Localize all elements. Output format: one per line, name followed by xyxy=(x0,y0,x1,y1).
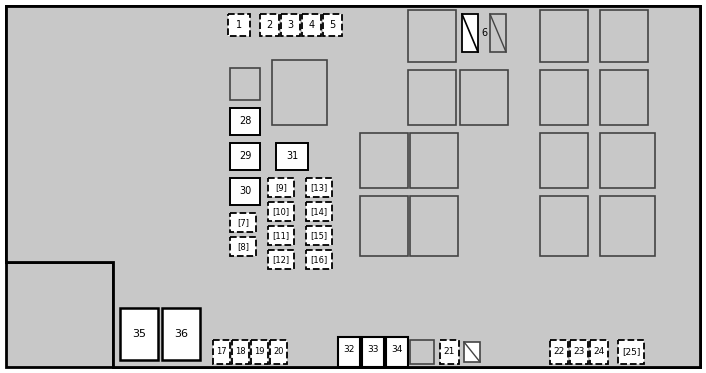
Text: 34: 34 xyxy=(391,345,402,354)
Bar xyxy=(618,340,644,364)
Bar xyxy=(281,14,300,36)
Text: 18: 18 xyxy=(235,348,246,357)
Text: 22: 22 xyxy=(554,348,565,357)
Text: 36: 36 xyxy=(174,329,188,339)
Bar xyxy=(276,143,308,170)
Text: [8]: [8] xyxy=(237,242,249,251)
Bar xyxy=(306,178,332,197)
Bar xyxy=(540,70,588,125)
Polygon shape xyxy=(6,6,700,367)
Text: 28: 28 xyxy=(239,116,251,126)
Bar xyxy=(162,308,200,360)
Text: 29: 29 xyxy=(239,151,251,161)
Bar xyxy=(600,70,648,125)
Text: 19: 19 xyxy=(254,348,265,357)
Text: 2: 2 xyxy=(266,20,273,30)
Bar xyxy=(338,337,360,367)
Bar xyxy=(268,250,294,269)
Bar xyxy=(251,340,268,364)
Bar xyxy=(323,14,342,36)
Text: 20: 20 xyxy=(273,348,284,357)
Bar xyxy=(230,178,260,205)
Text: 1: 1 xyxy=(236,20,242,30)
Bar xyxy=(570,340,588,364)
Text: 17: 17 xyxy=(216,348,227,357)
Bar xyxy=(410,340,434,364)
Bar xyxy=(550,340,568,364)
Text: [13]: [13] xyxy=(311,183,328,192)
Bar xyxy=(410,133,458,188)
Bar xyxy=(268,178,294,197)
Bar xyxy=(464,342,480,362)
Bar xyxy=(490,14,506,52)
Bar xyxy=(600,10,648,62)
Bar xyxy=(268,226,294,245)
Bar xyxy=(408,70,456,125)
Bar xyxy=(260,14,279,36)
Text: [14]: [14] xyxy=(311,207,328,216)
Bar xyxy=(272,60,327,125)
Bar xyxy=(230,213,256,232)
Text: 21: 21 xyxy=(444,348,455,357)
Text: [15]: [15] xyxy=(311,231,328,240)
Bar xyxy=(270,340,287,364)
Bar xyxy=(600,196,655,256)
Bar xyxy=(590,340,608,364)
Text: [10]: [10] xyxy=(273,207,289,216)
Text: 35: 35 xyxy=(132,329,146,339)
Bar xyxy=(460,70,508,125)
Bar xyxy=(408,10,456,62)
Bar xyxy=(228,14,250,36)
Bar xyxy=(120,308,158,360)
Bar xyxy=(360,196,408,256)
Text: [9]: [9] xyxy=(275,183,287,192)
Text: 4: 4 xyxy=(309,20,315,30)
Bar xyxy=(230,68,260,100)
Polygon shape xyxy=(6,6,700,367)
Bar xyxy=(600,133,655,188)
Bar xyxy=(362,337,384,367)
Text: 5: 5 xyxy=(330,20,335,30)
Bar xyxy=(540,196,588,256)
Text: [25]: [25] xyxy=(622,348,640,357)
Bar xyxy=(360,133,408,188)
Text: 3: 3 xyxy=(287,20,294,30)
Bar xyxy=(302,14,321,36)
Text: 6: 6 xyxy=(481,28,487,38)
Text: 31: 31 xyxy=(286,151,298,161)
Bar xyxy=(230,108,260,135)
Bar xyxy=(540,133,588,188)
Text: 33: 33 xyxy=(367,345,378,354)
Bar xyxy=(410,196,458,256)
Bar xyxy=(230,237,256,256)
Bar xyxy=(386,337,408,367)
Text: [16]: [16] xyxy=(311,255,328,264)
Bar xyxy=(540,10,588,62)
Bar xyxy=(232,340,249,364)
Text: 24: 24 xyxy=(593,348,604,357)
Bar xyxy=(306,202,332,221)
Text: 32: 32 xyxy=(343,345,354,354)
Text: 23: 23 xyxy=(573,348,585,357)
Bar xyxy=(306,250,332,269)
Text: [12]: [12] xyxy=(273,255,289,264)
Text: [11]: [11] xyxy=(273,231,289,240)
Bar xyxy=(306,226,332,245)
Bar xyxy=(462,14,478,52)
Bar xyxy=(440,340,459,364)
Text: 30: 30 xyxy=(239,186,251,196)
Bar xyxy=(213,340,230,364)
Text: [7]: [7] xyxy=(237,218,249,227)
Bar xyxy=(230,143,260,170)
Bar xyxy=(268,202,294,221)
